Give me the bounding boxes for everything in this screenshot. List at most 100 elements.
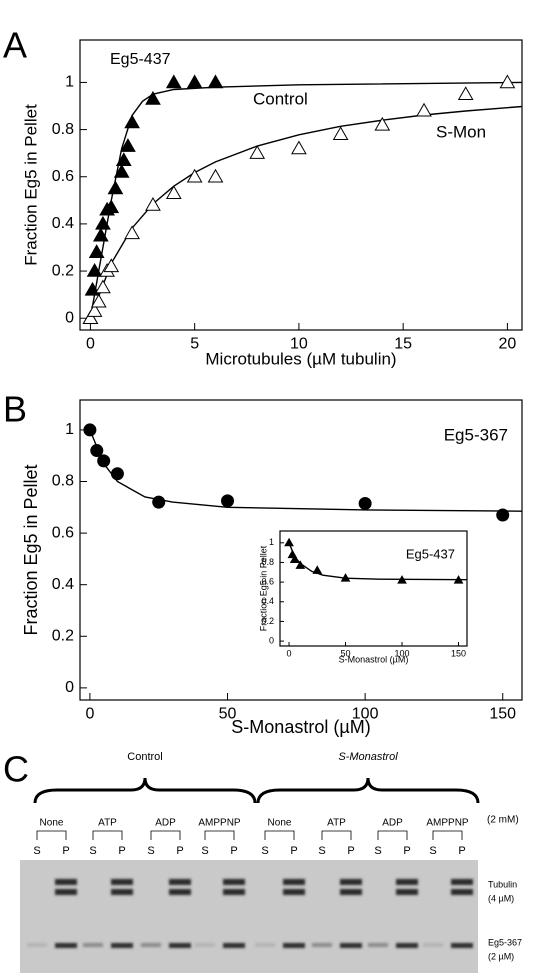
gel-band bbox=[169, 879, 191, 885]
data-point bbox=[312, 565, 323, 574]
annotation: S-Mon bbox=[436, 122, 486, 141]
lane-bracket bbox=[264, 830, 295, 840]
data-point bbox=[83, 423, 97, 437]
gel-band bbox=[396, 879, 418, 885]
data-point bbox=[92, 227, 109, 242]
y-axis-label: Fraction Eg5 in Pellet bbox=[258, 545, 268, 631]
data-point bbox=[496, 508, 510, 522]
data-point bbox=[457, 86, 474, 100]
gel-band bbox=[27, 943, 47, 947]
data-point bbox=[95, 215, 111, 230]
gel-band bbox=[451, 879, 473, 885]
lane-sp: P bbox=[230, 845, 237, 857]
gel-band bbox=[451, 943, 473, 948]
lane-sp: P bbox=[290, 845, 297, 857]
x-axis-label: S-Monastrol (µM) bbox=[339, 654, 409, 664]
y-tick-label: 0.2 bbox=[52, 262, 74, 279]
gel-band bbox=[223, 889, 245, 895]
y-tick-label: 0.4 bbox=[261, 596, 274, 606]
data-point bbox=[340, 573, 351, 582]
x-axis-label: Microtubules (µM tubulin) bbox=[205, 349, 396, 368]
gel-band bbox=[169, 943, 191, 948]
plot-frame bbox=[79, 39, 523, 331]
data-point bbox=[124, 225, 140, 240]
lane-sp: P bbox=[403, 845, 410, 857]
gel-band bbox=[451, 889, 473, 895]
gel-band bbox=[111, 943, 133, 948]
data-point bbox=[86, 263, 103, 277]
x-tick-label: 100 bbox=[395, 648, 410, 658]
data-point bbox=[207, 74, 224, 89]
y-tick-label: 0 bbox=[65, 679, 74, 696]
data-point bbox=[453, 575, 464, 584]
lane-label: AMPPNP bbox=[426, 818, 469, 829]
annotation: Eg5-437 bbox=[406, 546, 455, 561]
x-tick-label: 10 bbox=[290, 336, 308, 353]
gel-band bbox=[340, 943, 362, 948]
data-point bbox=[284, 537, 294, 547]
y-tick-label: 1 bbox=[269, 537, 274, 547]
data-point bbox=[90, 293, 107, 308]
data-point bbox=[95, 279, 111, 294]
y-tick-label: 0.2 bbox=[261, 616, 274, 626]
x-tick-label: 150 bbox=[489, 706, 516, 723]
gel-band bbox=[55, 943, 77, 948]
data-point bbox=[249, 145, 266, 159]
data-point bbox=[115, 152, 132, 166]
data-point bbox=[374, 116, 391, 131]
y-axis-label: Fraction Eg5 in Pellet bbox=[21, 464, 41, 635]
panel-label: B bbox=[3, 389, 27, 430]
y-tick-label: 0.6 bbox=[52, 168, 74, 185]
gel-image bbox=[20, 860, 478, 973]
x-tick-label: 150 bbox=[451, 648, 466, 658]
y-tick-label: 0 bbox=[65, 309, 74, 326]
gel-band bbox=[312, 943, 332, 947]
group-label: S-Monastrol bbox=[338, 751, 398, 763]
data-point bbox=[103, 258, 120, 273]
gel-band bbox=[55, 879, 77, 885]
plot-frame bbox=[279, 530, 468, 647]
fit-line bbox=[89, 81, 523, 319]
lane-bracket bbox=[432, 830, 463, 840]
x-tick-label: 100 bbox=[352, 706, 379, 723]
data-point bbox=[165, 185, 182, 200]
y-tick-label: 0.8 bbox=[52, 121, 74, 138]
x-tick-label: 15 bbox=[394, 336, 412, 353]
x-tick-label: 0 bbox=[86, 336, 95, 353]
y-tick-label: 0.8 bbox=[52, 473, 74, 490]
y-tick-label: 1 bbox=[65, 421, 74, 438]
gel-band bbox=[283, 943, 305, 948]
gel-band bbox=[141, 943, 161, 947]
data-point bbox=[397, 575, 407, 584]
annotation: Eg5-437 bbox=[110, 51, 171, 68]
lane-label: AMPPNP bbox=[198, 818, 241, 829]
y-tick-label: 0.4 bbox=[52, 576, 74, 593]
y-tick-label: 0.8 bbox=[261, 557, 274, 567]
lane-bracket bbox=[150, 830, 181, 840]
data-point bbox=[295, 560, 306, 569]
data-point bbox=[90, 444, 104, 458]
data-point bbox=[186, 74, 203, 89]
lane-bracket bbox=[321, 830, 352, 840]
gel-band bbox=[83, 943, 103, 947]
lane-sp: P bbox=[347, 845, 354, 857]
lane-bracket bbox=[92, 830, 123, 840]
gel-band bbox=[396, 889, 418, 895]
lane-label: None bbox=[40, 818, 64, 829]
data-point bbox=[88, 244, 105, 258]
lane-sp: S bbox=[89, 845, 96, 857]
lane-bracket bbox=[377, 830, 408, 840]
data-point bbox=[499, 74, 516, 89]
x-tick-label: 20 bbox=[499, 336, 517, 353]
data-point bbox=[186, 168, 203, 183]
data-point bbox=[145, 90, 161, 105]
data-point bbox=[291, 140, 307, 155]
gel-band bbox=[169, 889, 191, 895]
lane-sp: S bbox=[374, 845, 381, 857]
y-tick-label: 1 bbox=[65, 74, 74, 91]
data-point bbox=[120, 138, 136, 152]
lane-label: ATP bbox=[98, 818, 117, 829]
gel-band bbox=[195, 943, 215, 947]
lane-sp: P bbox=[62, 845, 69, 857]
